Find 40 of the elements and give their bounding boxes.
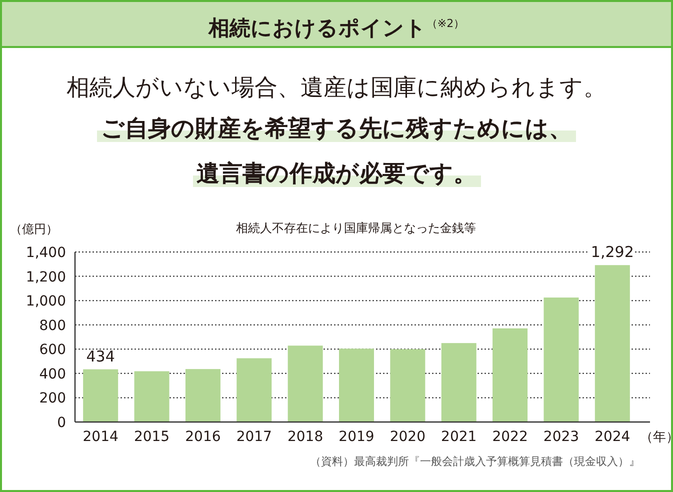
x-tick-label: 2024 [594, 429, 630, 445]
text: ご自身の財産を希望する先に残すためには、 [97, 116, 576, 142]
x-tick-label: 2023 [543, 429, 580, 445]
x-tick-label: 2016 [185, 429, 221, 445]
text: （資料）最高裁判所『一般会計歳入予算概算見積書（現金収入）』 [310, 455, 640, 468]
text: 遺言書の作成が必要です。 [192, 161, 480, 187]
x-tick-label: 2019 [338, 429, 374, 445]
x-axis-title: （年） [640, 430, 673, 445]
data-label: 434 [86, 347, 115, 366]
data-label: 1,292 [590, 243, 634, 262]
bar [236, 358, 272, 422]
y-tick-label: 400 [39, 366, 66, 382]
y-tick-label: 1,000 [26, 294, 66, 310]
bar [83, 369, 118, 422]
x-tick-label: 2022 [492, 429, 528, 445]
x-tick-label: 2021 [441, 429, 477, 445]
y-tick-label: 0 [57, 415, 66, 431]
chart-title: 相続人不存在により国庫帰属となった金銭等 [236, 221, 476, 235]
bar [185, 369, 220, 422]
x-tick-label: 2018 [288, 429, 324, 445]
text: 相続におけるポイント$^{（※2）}$ [2, 2, 671, 48]
x-tick-label: 2020 [390, 429, 426, 445]
bar [441, 343, 476, 422]
y-axis-title: （億円） [10, 222, 58, 236]
x-tick-label: 2014 [82, 429, 118, 445]
bar [492, 328, 528, 422]
bar [339, 348, 374, 422]
y-tick-label: 200 [39, 390, 66, 407]
bar [594, 265, 630, 422]
bar [390, 349, 426, 422]
x-tick-label: 2017 [236, 429, 272, 445]
y-tick-label: 1,200 [26, 269, 66, 286]
x-tick-label: 2015 [134, 429, 170, 445]
y-tick-label: 600 [39, 342, 66, 358]
text: 相続人がいない場合、遺産は国庫に納められます。 [66, 74, 608, 103]
bar [544, 298, 579, 422]
y-tick-label: 800 [39, 318, 66, 334]
y-tick-label: 1,400 [26, 245, 66, 261]
bar [134, 371, 170, 422]
bar [288, 346, 323, 422]
